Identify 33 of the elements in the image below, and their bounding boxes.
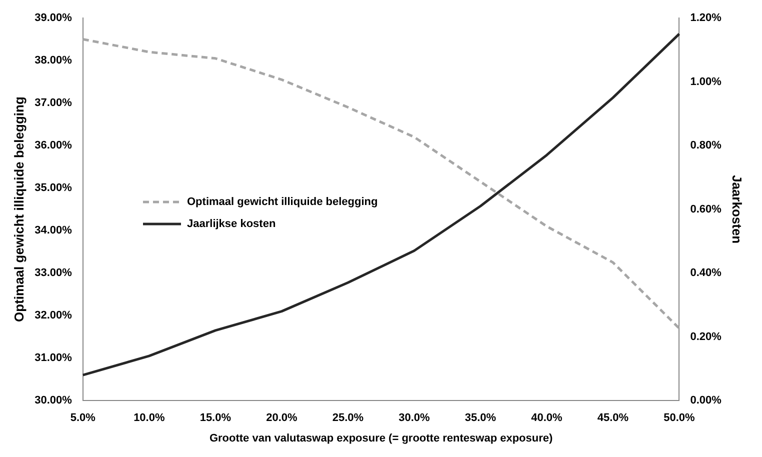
y-tick-label: 37.00% bbox=[34, 97, 72, 110]
y2-tick-label: 0.60% bbox=[690, 203, 722, 216]
x-tick-label: 35.0% bbox=[464, 412, 496, 424]
legend-label: Jaarlijkse kosten bbox=[187, 218, 276, 230]
line-series bbox=[82, 38, 680, 330]
x-tick-label: 20.0% bbox=[266, 412, 298, 424]
y-tick-label: 33.00% bbox=[34, 267, 72, 280]
y-tick-label: 34.00% bbox=[34, 224, 72, 237]
y-tick-label: 38.00% bbox=[34, 54, 72, 67]
x-tick-label: 15.0% bbox=[200, 412, 232, 424]
y-tick-label: 30.00% bbox=[34, 394, 72, 407]
y-tick-label: 32.00% bbox=[34, 310, 72, 322]
y2-tick-label: 0.80% bbox=[690, 140, 722, 152]
y2-tick-label: 0.00% bbox=[690, 394, 722, 407]
y-tick-label: 36.00% bbox=[34, 140, 72, 152]
x-tick-label: 10.0% bbox=[134, 412, 165, 424]
y-axis-title: Optimaal gewicht illiquide belegging bbox=[11, 96, 26, 322]
y2-axis-title: Jaarkosten bbox=[730, 174, 745, 244]
y2-tick-label: 1.20% bbox=[690, 12, 722, 24]
y2-tick-label: 0.20% bbox=[690, 330, 722, 343]
y2-tick-label: 1.00% bbox=[690, 76, 722, 88]
x-tick-label: 50.0% bbox=[664, 412, 696, 424]
y-tick-label: 39.00% bbox=[34, 12, 72, 24]
x-axis-title: Grootte van valutaswap exposure (= grootte renteswap exposure) bbox=[209, 432, 554, 444]
y2-tick-label: 0.40% bbox=[690, 267, 722, 280]
x-tick-label: 45.0% bbox=[597, 412, 629, 424]
y-tick-label: 35.00% bbox=[34, 182, 72, 194]
x-tick-label: 5.0% bbox=[70, 412, 96, 424]
x-tick-label: 40.0% bbox=[531, 412, 563, 424]
x-tick-label: 30.0% bbox=[398, 412, 430, 424]
y-tick-label: 31.00% bbox=[34, 352, 72, 364]
x-tick-label: 25.0% bbox=[332, 412, 364, 424]
legend-label: Optimaal gewicht illiquide belegging bbox=[187, 196, 378, 208]
